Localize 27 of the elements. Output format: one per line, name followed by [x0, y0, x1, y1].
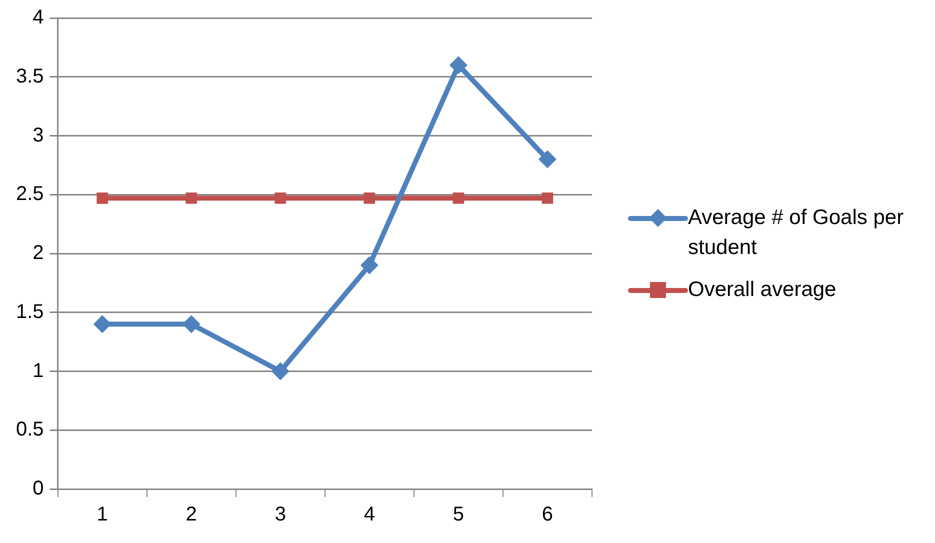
- legend-label: Overall average: [688, 277, 836, 303]
- x-tick-label: 4: [364, 504, 375, 526]
- y-tick-label: 0: [32, 478, 44, 500]
- y-tick-label: 4: [32, 6, 44, 29]
- point: [186, 192, 198, 204]
- y-tick-label: 3.5: [16, 65, 44, 88]
- point: [360, 256, 378, 274]
- y-tick-label: 2: [32, 242, 44, 264]
- x-tick-label: 1: [96, 504, 108, 526]
- y-tick-label: 1.5: [16, 300, 44, 323]
- legend-label: Average # of Goals per student: [688, 205, 905, 261]
- point: [538, 150, 556, 168]
- y-tick-label: 2.5: [16, 183, 44, 206]
- point: [271, 362, 290, 380]
- point: [96, 192, 108, 204]
- x-tick-label: 2: [186, 504, 197, 526]
- point: [542, 192, 554, 204]
- x-tick-label: 6: [542, 504, 554, 526]
- x-tick-label: 3: [274, 504, 286, 526]
- y-tick-label: 1: [32, 360, 44, 382]
- y-tick-label: 3: [32, 124, 44, 146]
- y-tick-label: 0.5: [16, 418, 44, 441]
- point: [449, 56, 468, 74]
- point: [274, 192, 286, 204]
- x-tick-label: 5: [452, 504, 464, 526]
- point: [364, 192, 376, 204]
- point: [452, 192, 464, 204]
